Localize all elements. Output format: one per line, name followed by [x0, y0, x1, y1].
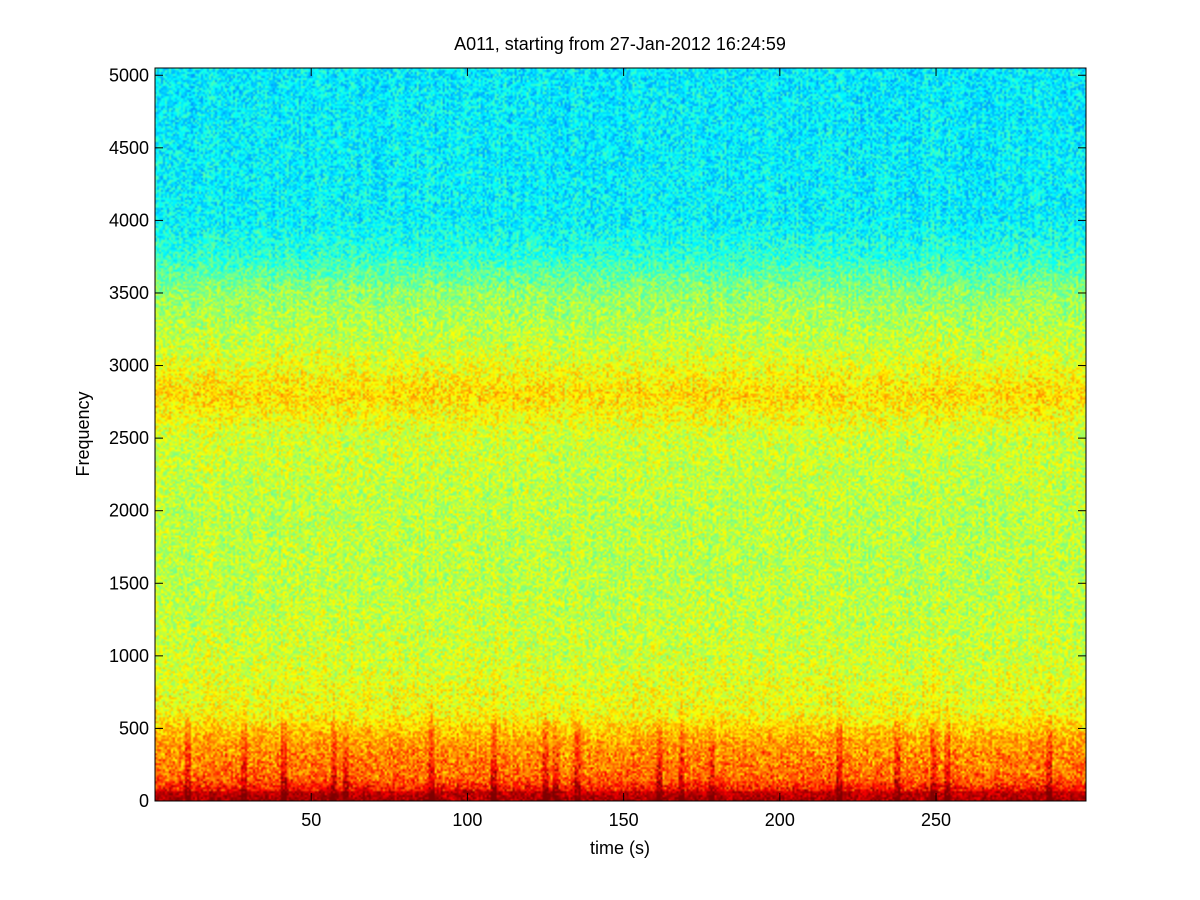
x-tick-label-4: 250	[921, 810, 951, 830]
y-tick-label-6: 3000	[109, 356, 149, 376]
y-tick-label-4: 2000	[109, 501, 149, 521]
spectrogram-plot-area	[155, 68, 1086, 801]
y-tick-label-5: 2500	[109, 428, 149, 448]
plot-frame	[154, 67, 1087, 802]
y-axis-label: Frequency	[73, 391, 93, 476]
x-tick-label-1: 100	[452, 810, 482, 830]
x-tick-label-3: 200	[765, 810, 795, 830]
x-axis-label: time (s)	[590, 838, 650, 858]
y-axis-ticks: 0 500 1000 1500 2000 2500 3000 3500 4000 4500 5000	[109, 65, 1086, 811]
spectrogram-heatmap	[155, 68, 1086, 801]
chart-title: A011, starting from 27-Jan-2012 16:24:59	[454, 34, 786, 54]
y-tick-label-1: 500	[119, 718, 149, 738]
x-tick-label-2: 150	[609, 810, 639, 830]
y-tick-label-0: 0	[139, 791, 149, 811]
y-tick-label-3: 1500	[109, 573, 149, 593]
y-tick-label-10: 5000	[109, 65, 149, 85]
y-tick-label-2: 1000	[109, 646, 149, 666]
x-axis-ticks: 50 100 150 200 250	[301, 68, 951, 830]
y-tick-label-9: 4500	[109, 138, 149, 158]
x-tick-label-0: 50	[301, 810, 321, 830]
y-tick-label-7: 3500	[109, 283, 149, 303]
y-tick-label-8: 4000	[109, 210, 149, 230]
